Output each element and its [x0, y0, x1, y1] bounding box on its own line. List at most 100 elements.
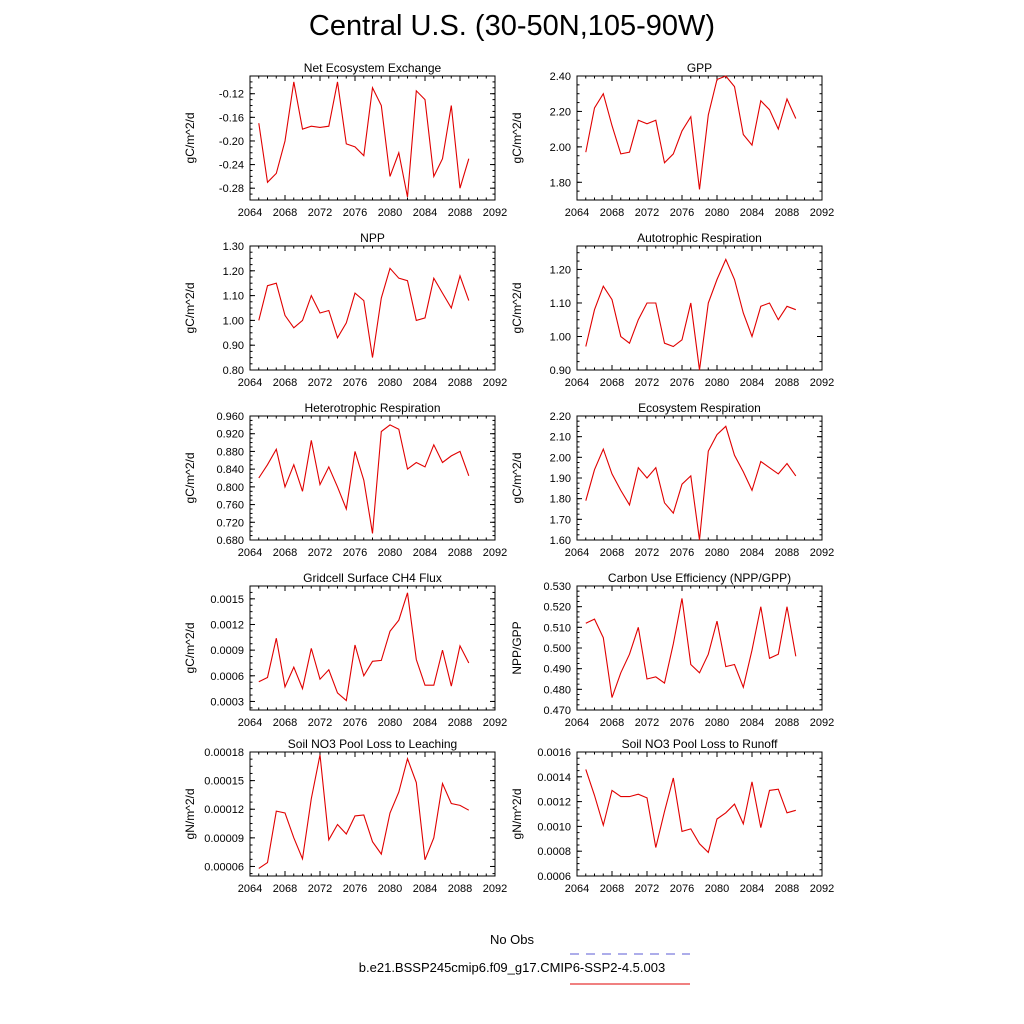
y-axis-label: gC/m^2/d	[510, 113, 524, 164]
series-line	[258, 81, 470, 198]
y-tick-label: 0.00012	[204, 804, 244, 816]
x-tick-label: 2064	[238, 883, 262, 895]
x-tick-label: 2076	[343, 547, 367, 559]
series-line	[258, 267, 470, 358]
legend-run-label: b.e21.BSSP245cmip6.f09_g17.CMIP6-SSP2-4.…	[358, 960, 666, 975]
y-tick-label: 0.880	[216, 446, 244, 458]
x-tick-label: 2084	[413, 717, 437, 729]
y-tick-label: 0.720	[216, 517, 244, 529]
y-axis-label: gN/m^2/d	[510, 789, 524, 840]
legend-no-obs-line	[570, 953, 690, 955]
y-tick-label: 0.680	[216, 535, 244, 547]
x-tick-label: 2092	[483, 377, 507, 389]
x-tick-label: 2084	[740, 377, 764, 389]
x-tick-label: 2080	[378, 207, 402, 219]
panel-title: Net Ecosystem Exchange	[304, 61, 442, 75]
x-tick-label: 2064	[238, 207, 262, 219]
x-tick-label: 2076	[670, 717, 694, 729]
y-axis-label: gC/m^2/d	[510, 453, 524, 504]
y-tick-label: 1.10	[223, 291, 244, 303]
main-title: Central U.S. (30-50N,105-90W)	[308, 10, 716, 42]
x-tick-label: 2068	[273, 883, 297, 895]
y-axis-label: gC/m^2/d	[510, 283, 524, 334]
x-tick-label: 2072	[308, 377, 332, 389]
y-tick-label: 1.20	[550, 264, 571, 276]
x-tick-label: 2084	[740, 207, 764, 219]
legend-run: b.e21.BSSP245cmip6.f09_g17.CMIP6-SSP2-4.…	[0, 960, 1024, 975]
y-tick-label: 0.0006	[210, 671, 244, 683]
series-line	[585, 769, 796, 854]
x-tick-label: 2092	[483, 207, 507, 219]
x-tick-label: 2072	[635, 207, 659, 219]
x-tick-label: 2068	[600, 377, 624, 389]
series-line	[258, 592, 470, 702]
x-tick-label: 2084	[413, 207, 437, 219]
series-line	[585, 598, 797, 698]
x-tick-label: 2088	[775, 883, 799, 895]
x-tick-label: 2076	[343, 717, 367, 729]
y-tick-label: 0.0016	[537, 747, 571, 759]
x-tick-label: 2076	[343, 207, 367, 219]
y-tick-label: 0.760	[216, 500, 244, 512]
x-tick-label: 2076	[670, 207, 694, 219]
y-tick-label: 0.0009	[210, 645, 244, 657]
panel-5: Heterotrophic Respiration 2064 2068 2072 207…	[183, 401, 507, 559]
y-tick-label: 0.90	[223, 340, 244, 352]
y-axis-label: NPP/GPP	[510, 621, 524, 674]
y-tick-label: -0.28	[219, 183, 244, 195]
x-tick-label: 2092	[483, 717, 507, 729]
y-tick-label: 0.500	[543, 643, 571, 655]
legend-no-obs: No Obs	[0, 932, 1024, 947]
plot-frame	[249, 75, 496, 201]
y-tick-label: -0.12	[219, 89, 244, 101]
x-tick-label: 2080	[378, 717, 402, 729]
x-tick-label: 2072	[635, 883, 659, 895]
x-tick-label: 2072	[308, 547, 332, 559]
y-tick-label: 0.0015	[210, 594, 244, 606]
plot-frame	[576, 751, 823, 877]
y-tick-label: 0.920	[216, 429, 244, 441]
x-tick-label: 2092	[810, 717, 834, 729]
y-tick-label: 2.40	[550, 71, 571, 83]
x-tick-label: 2068	[600, 207, 624, 219]
panel-2: GPP 2064 2068 2072 2076 2080 2084 2088 2092 2.40 2…	[510, 61, 834, 219]
y-tick-label: 1.60	[550, 535, 571, 547]
panel-title: GPP	[687, 61, 712, 75]
x-tick-label: 2088	[775, 717, 799, 729]
x-tick-label: 2076	[670, 883, 694, 895]
x-tick-label: 2092	[810, 547, 834, 559]
y-tick-label: 0.510	[543, 622, 571, 634]
x-tick-label: 2080	[705, 377, 729, 389]
x-tick-label: 2092	[810, 883, 834, 895]
y-tick-label: 2.00	[550, 142, 571, 154]
y-tick-label: 0.0003	[210, 696, 244, 708]
x-tick-label: 2080	[705, 883, 729, 895]
y-tick-label: 2.10	[550, 432, 571, 444]
x-tick-label: 2064	[565, 207, 589, 219]
panel-4: Autotrophic Respiration 2064 2068 2072 2076 2…	[510, 231, 834, 389]
x-tick-label: 2080	[705, 547, 729, 559]
y-axis-label: gC/m^2/d	[183, 283, 197, 334]
y-tick-label: 0.00015	[204, 776, 244, 788]
x-tick-label: 2080	[705, 717, 729, 729]
x-tick-label: 2080	[705, 207, 729, 219]
x-tick-label: 2076	[670, 547, 694, 559]
y-tick-label: -0.16	[219, 112, 244, 124]
x-tick-label: 2068	[600, 717, 624, 729]
panel-title: Heterotrophic Respiration	[304, 401, 440, 415]
panel-9: Soil NO3 Pool Loss to Leaching 2064 2068 20…	[183, 737, 507, 895]
y-tick-label: 1.00	[550, 331, 571, 343]
y-tick-label: 1.00	[223, 315, 244, 327]
x-tick-label: 2068	[273, 377, 297, 389]
x-tick-label: 2088	[448, 547, 472, 559]
x-tick-label: 2080	[378, 883, 402, 895]
y-tick-label: 0.0010	[537, 821, 571, 833]
x-tick-label: 2068	[273, 207, 297, 219]
x-tick-label: 2076	[670, 377, 694, 389]
x-tick-label: 2068	[273, 547, 297, 559]
x-tick-label: 2072	[635, 547, 659, 559]
panel-title: Gridcell Surface CH4 Flux	[303, 571, 442, 585]
x-tick-label: 2084	[740, 547, 764, 559]
y-tick-label: 0.490	[543, 664, 571, 676]
